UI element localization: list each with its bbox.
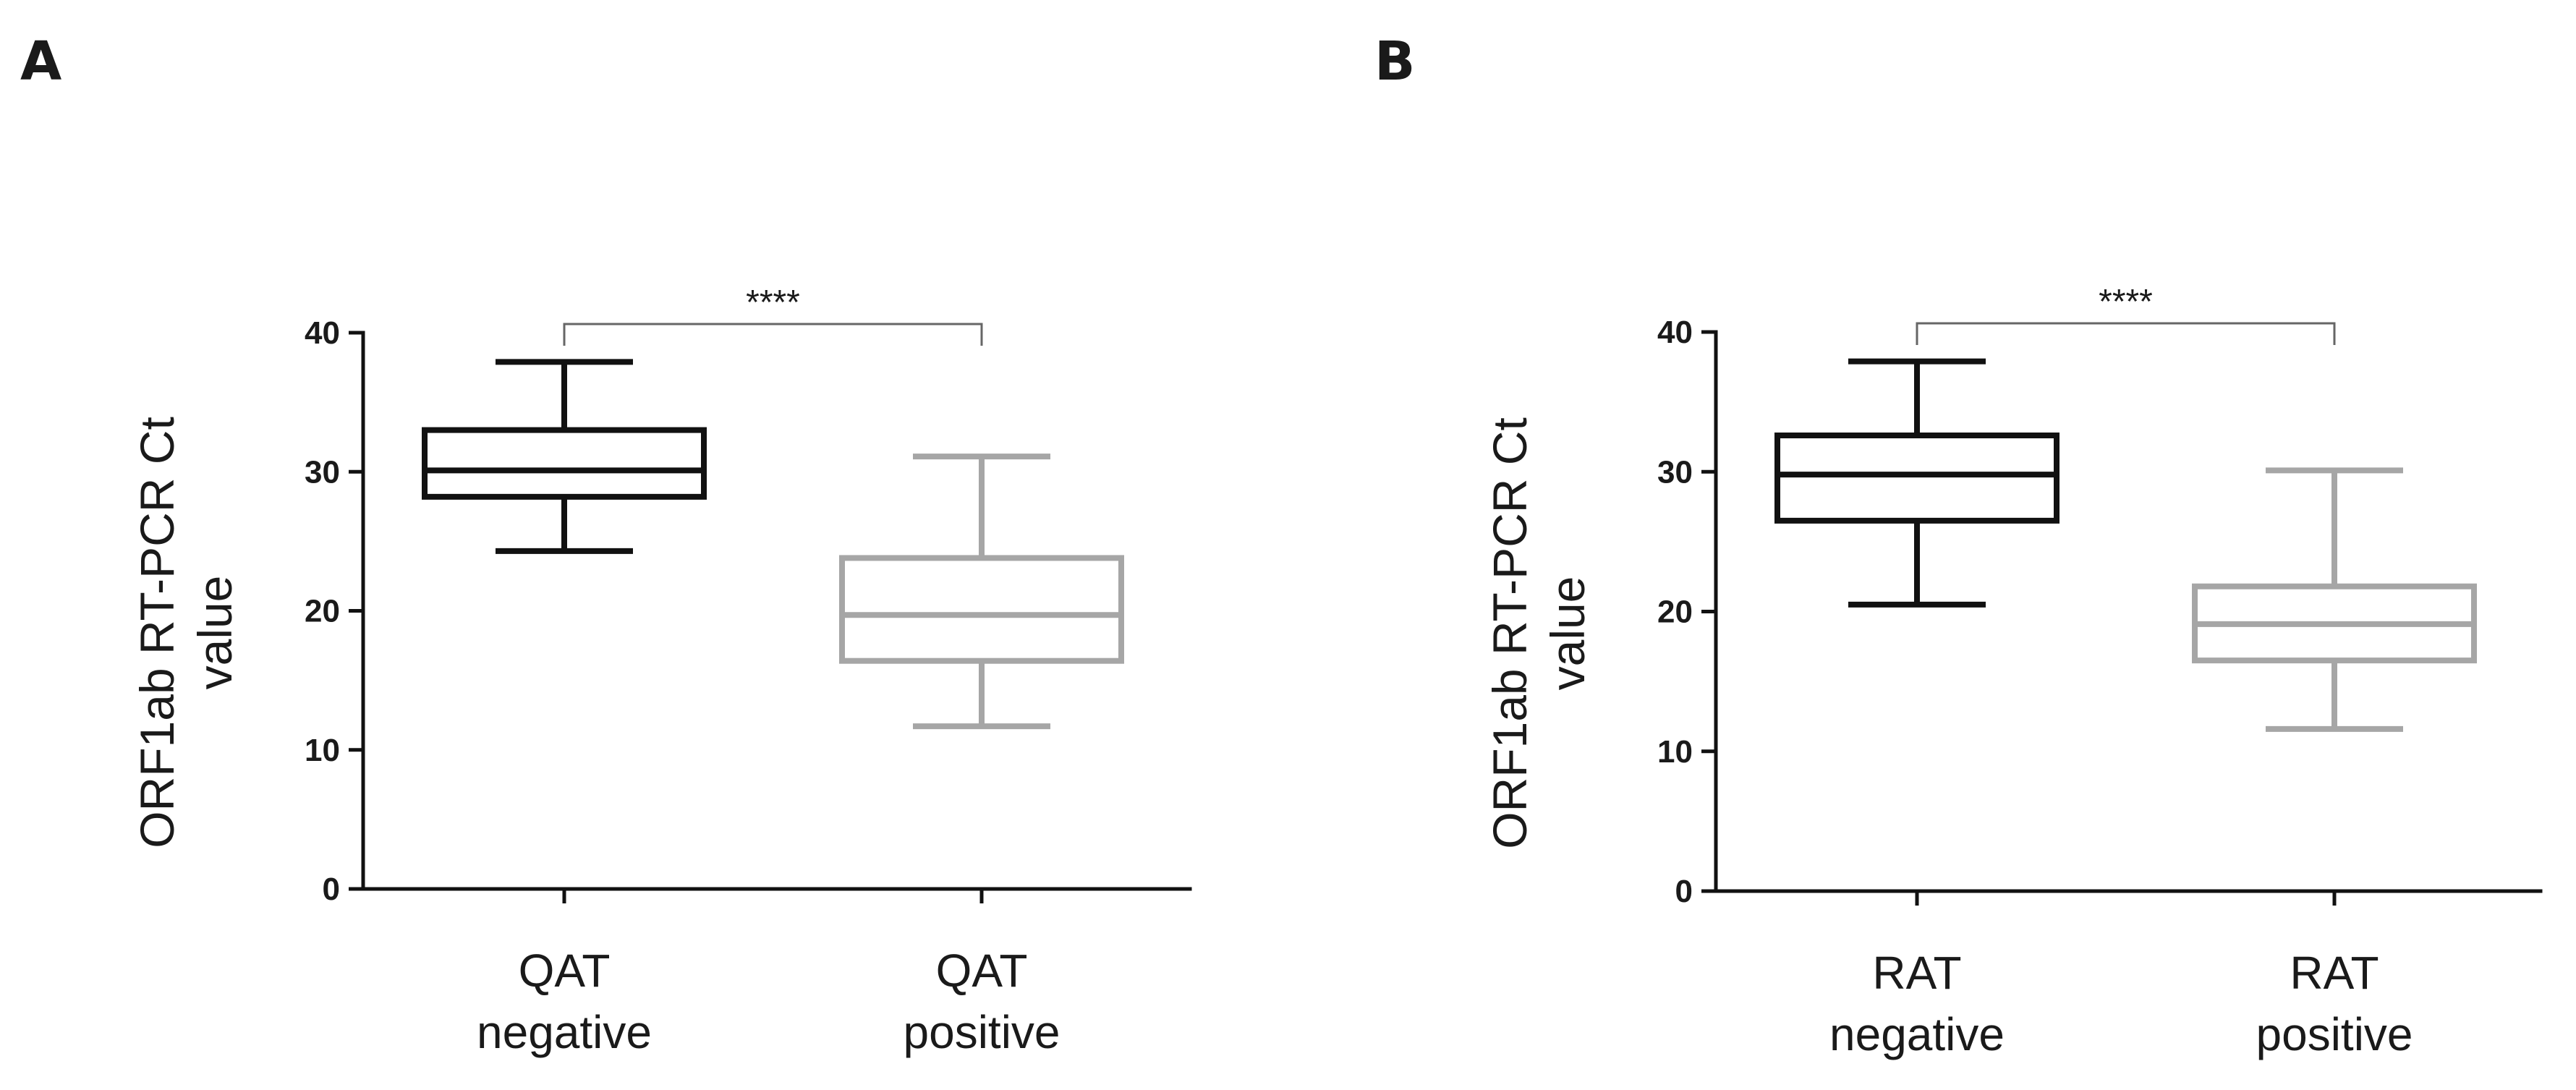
- x-category-label: positive: [2256, 1008, 2413, 1060]
- chart-panel-b: B 0 10 20 30 40 ORF1ab RT-PCR Ct value RAT negati…: [1374, 30, 2543, 1060]
- box-plot-negative: [1774, 358, 2059, 608]
- y-tick-label: 0: [323, 872, 340, 907]
- x-category-label: RAT: [1872, 947, 1961, 999]
- panel-label: B: [1374, 30, 1415, 93]
- significance-label: ****: [2099, 283, 2153, 321]
- iqr-box: [839, 555, 1124, 664]
- y-tick-label: 40: [305, 315, 340, 351]
- box-plot-positive: [2192, 467, 2477, 732]
- y-tick-label: 10: [1657, 734, 1693, 770]
- x-category-label: negative: [477, 1006, 652, 1058]
- y-tick-label: 20: [305, 594, 340, 629]
- box-plot-negative: [422, 359, 707, 554]
- significance-label: ****: [746, 284, 800, 322]
- box-plot-positive: [839, 454, 1124, 730]
- y-axis-title: value: [1541, 576, 1594, 691]
- x-category-label: QAT: [936, 945, 1028, 997]
- significance-bracket: [1916, 322, 2336, 345]
- y-tick-label: 10: [305, 733, 340, 768]
- y-axis-title: ORF1ab RT-PCR Ct: [130, 417, 184, 848]
- panel-label: A: [20, 30, 61, 93]
- y-tick-label: 30: [305, 454, 340, 490]
- x-category-label: QAT: [519, 945, 611, 997]
- iqr-box: [422, 427, 707, 500]
- y-tick-label: 40: [1657, 315, 1693, 350]
- y-axis-title: ORF1ab RT-PCR Ct: [1483, 417, 1536, 849]
- x-category-label: RAT: [2290, 947, 2379, 999]
- x-category-label: positive: [904, 1006, 1060, 1058]
- significance-bracket: [563, 323, 983, 346]
- chart-panel-a: A 0 10 20 30 40 ORF1ab RT-PCR Ct value QAT negati…: [20, 30, 1192, 1058]
- y-axis-title: value: [188, 576, 242, 690]
- iqr-box: [1774, 433, 2059, 524]
- y-tick-label: 20: [1657, 595, 1693, 630]
- y-tick-label: 30: [1657, 454, 1693, 490]
- x-category-label: negative: [1829, 1008, 2005, 1060]
- y-tick-label: 0: [1675, 874, 1693, 909]
